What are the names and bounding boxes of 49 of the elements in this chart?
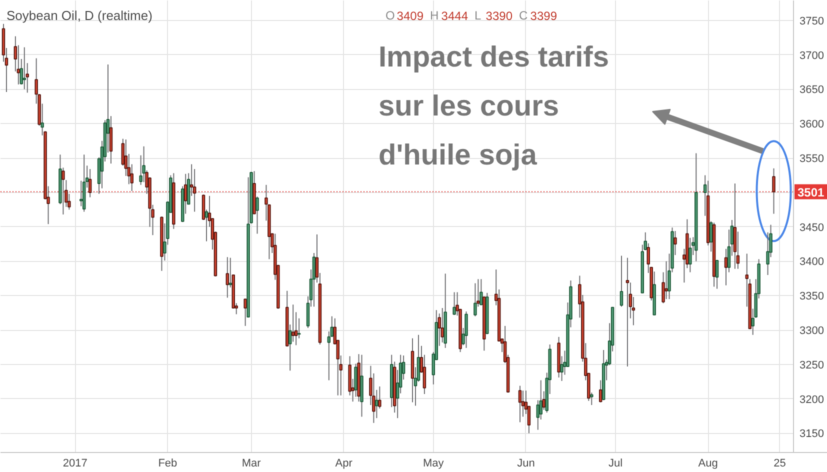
y-tick-label: 3450 (800, 222, 824, 234)
x-tick-label: Jul (608, 458, 623, 470)
candlestick (297, 318, 301, 339)
candlestick (474, 282, 477, 317)
y-tick-label: 3400 (800, 256, 824, 268)
x-tick-label: Apr (335, 458, 353, 470)
y-tick-label: 3150 (800, 428, 824, 440)
candlestick (440, 308, 444, 343)
candlestick (590, 392, 594, 406)
y-tick-label: 3350 (800, 290, 824, 303)
x-tick-label: 25 (774, 458, 786, 470)
candlestick (664, 260, 668, 300)
x-tick-label: May (423, 458, 444, 470)
y-tick-label: 3750 (800, 15, 824, 28)
candlestick (422, 354, 426, 395)
x-tick-label: Jun (517, 458, 535, 470)
y-tick-label: 3700 (800, 50, 824, 62)
candlestick (626, 257, 630, 368)
x-tick-label: Mar (242, 458, 262, 470)
x-tick-label: Aug (698, 458, 718, 470)
annotation: Impact des tarifs sur les cours d'huile soja (378, 42, 609, 172)
ref-line-label: 3501 (798, 185, 825, 200)
candlestick (724, 248, 728, 286)
candlestick (464, 310, 468, 348)
annotation: O 3409 H 3444 L 3390 C 3399 (386, 8, 558, 23)
candlestick (674, 230, 677, 256)
y-tick-label: 3550 (800, 153, 824, 166)
text: Soybean Oil, D (realtime) (6, 8, 152, 23)
y-tick-label: 3600 (800, 118, 824, 131)
y-tick-label: 3300 (800, 325, 824, 338)
candlestick (518, 385, 522, 423)
candlestick (226, 256, 230, 298)
candlestick (291, 304, 295, 342)
candlestick (452, 292, 456, 316)
y-tick-label: 3200 (800, 394, 824, 406)
x-tick-label: Feb (158, 458, 178, 470)
candlestick (620, 255, 624, 308)
candlestick (598, 380, 602, 403)
candlestick (480, 278, 483, 306)
candlestick (244, 298, 247, 326)
y-tick-label: 3650 (800, 84, 824, 96)
candlestick (375, 389, 378, 419)
candlestick (256, 196, 259, 234)
x-tick-label: 2017 (62, 458, 88, 470)
candlestick (22, 46, 26, 90)
candlestick (184, 173, 188, 214)
y-tick-label: 3250 (800, 359, 824, 372)
candlestick (688, 237, 692, 273)
candlestick (354, 363, 358, 398)
